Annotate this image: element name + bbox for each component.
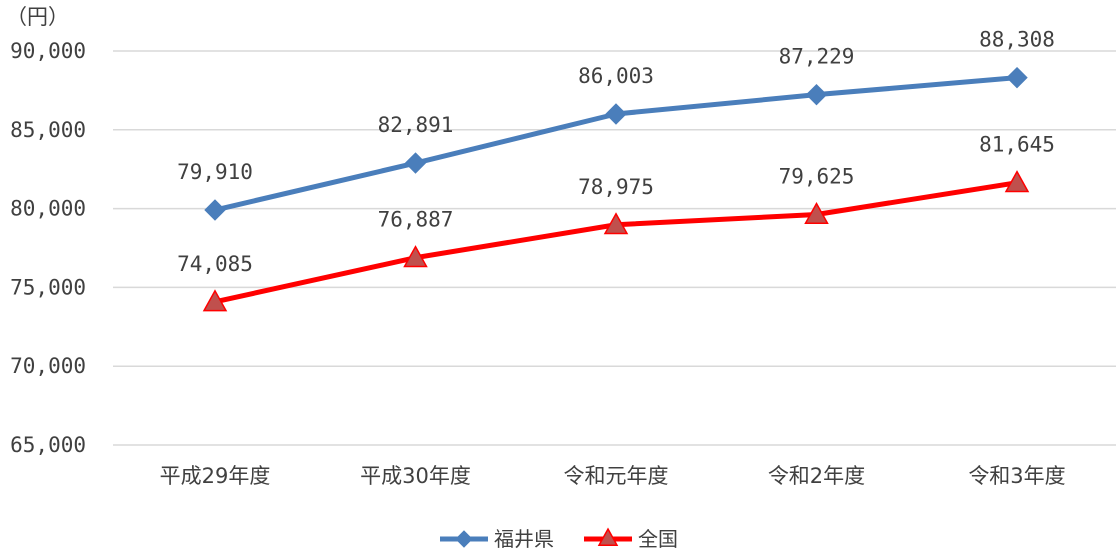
- data-point-marker: [403, 245, 428, 268]
- x-category-label: 平成30年度: [360, 464, 471, 488]
- data-point-marker: [804, 201, 829, 225]
- legend-label: 福井県: [494, 527, 554, 551]
- y-tick-label: 70,000: [10, 354, 86, 378]
- data-point-marker: [605, 103, 627, 125]
- legend-diamond-icon: [455, 530, 473, 548]
- y-axis-ticks: 90,000 85,000 80,000 75,000 70,000 65,000: [10, 39, 86, 457]
- data-point-marker: [1006, 66, 1028, 89]
- series-markers: [202, 66, 1030, 312]
- data-labels: 79,910 82,891 86,003 87,229 88,308 74,085 76,8…: [177, 28, 1055, 276]
- data-label: 87,229: [779, 45, 855, 69]
- data-point-marker: [805, 83, 828, 106]
- y-tick-label: 85,000: [10, 118, 86, 142]
- x-category-label: 令和2年度: [768, 464, 865, 488]
- y-tick-label: 80,000: [10, 197, 86, 221]
- legend-triangle-icon: [597, 527, 619, 546]
- legend-item: 福井県: [440, 527, 554, 551]
- x-category-label: 令和元年度: [564, 464, 669, 488]
- data-point-marker: [404, 152, 427, 174]
- data-label: 86,003: [578, 64, 654, 88]
- legend-label: 全国: [638, 527, 678, 551]
- y-tick-label: 75,000: [10, 275, 86, 299]
- x-category-label: 令和3年度: [968, 464, 1065, 488]
- data-label: 79,625: [779, 165, 855, 189]
- data-label: 79,910: [177, 160, 253, 184]
- data-label: 74,085: [177, 252, 253, 276]
- legend-item: 全国: [584, 527, 678, 551]
- data-point-marker: [1004, 170, 1030, 193]
- data-point-marker: [603, 212, 629, 235]
- data-label: 78,975: [578, 175, 654, 199]
- y-tick-label: 65,000: [10, 433, 86, 457]
- data-label: 82,891: [378, 113, 454, 137]
- data-point-marker: [204, 199, 226, 221]
- data-point-marker: [202, 289, 228, 312]
- data-label: 88,308: [979, 28, 1055, 52]
- y-tick-label: 90,000: [10, 39, 86, 63]
- data-label: 81,645: [979, 133, 1055, 157]
- x-axis-categories: 平成29年度 平成30年度 令和元年度 令和2年度 令和3年度: [160, 464, 1066, 488]
- legend: 福井県 全国: [440, 527, 678, 551]
- x-category-label: 平成29年度: [160, 464, 271, 488]
- series-line-2: [212, 180, 1020, 305]
- y-unit-label: （円）: [6, 5, 69, 29]
- data-label: 76,887: [378, 208, 454, 232]
